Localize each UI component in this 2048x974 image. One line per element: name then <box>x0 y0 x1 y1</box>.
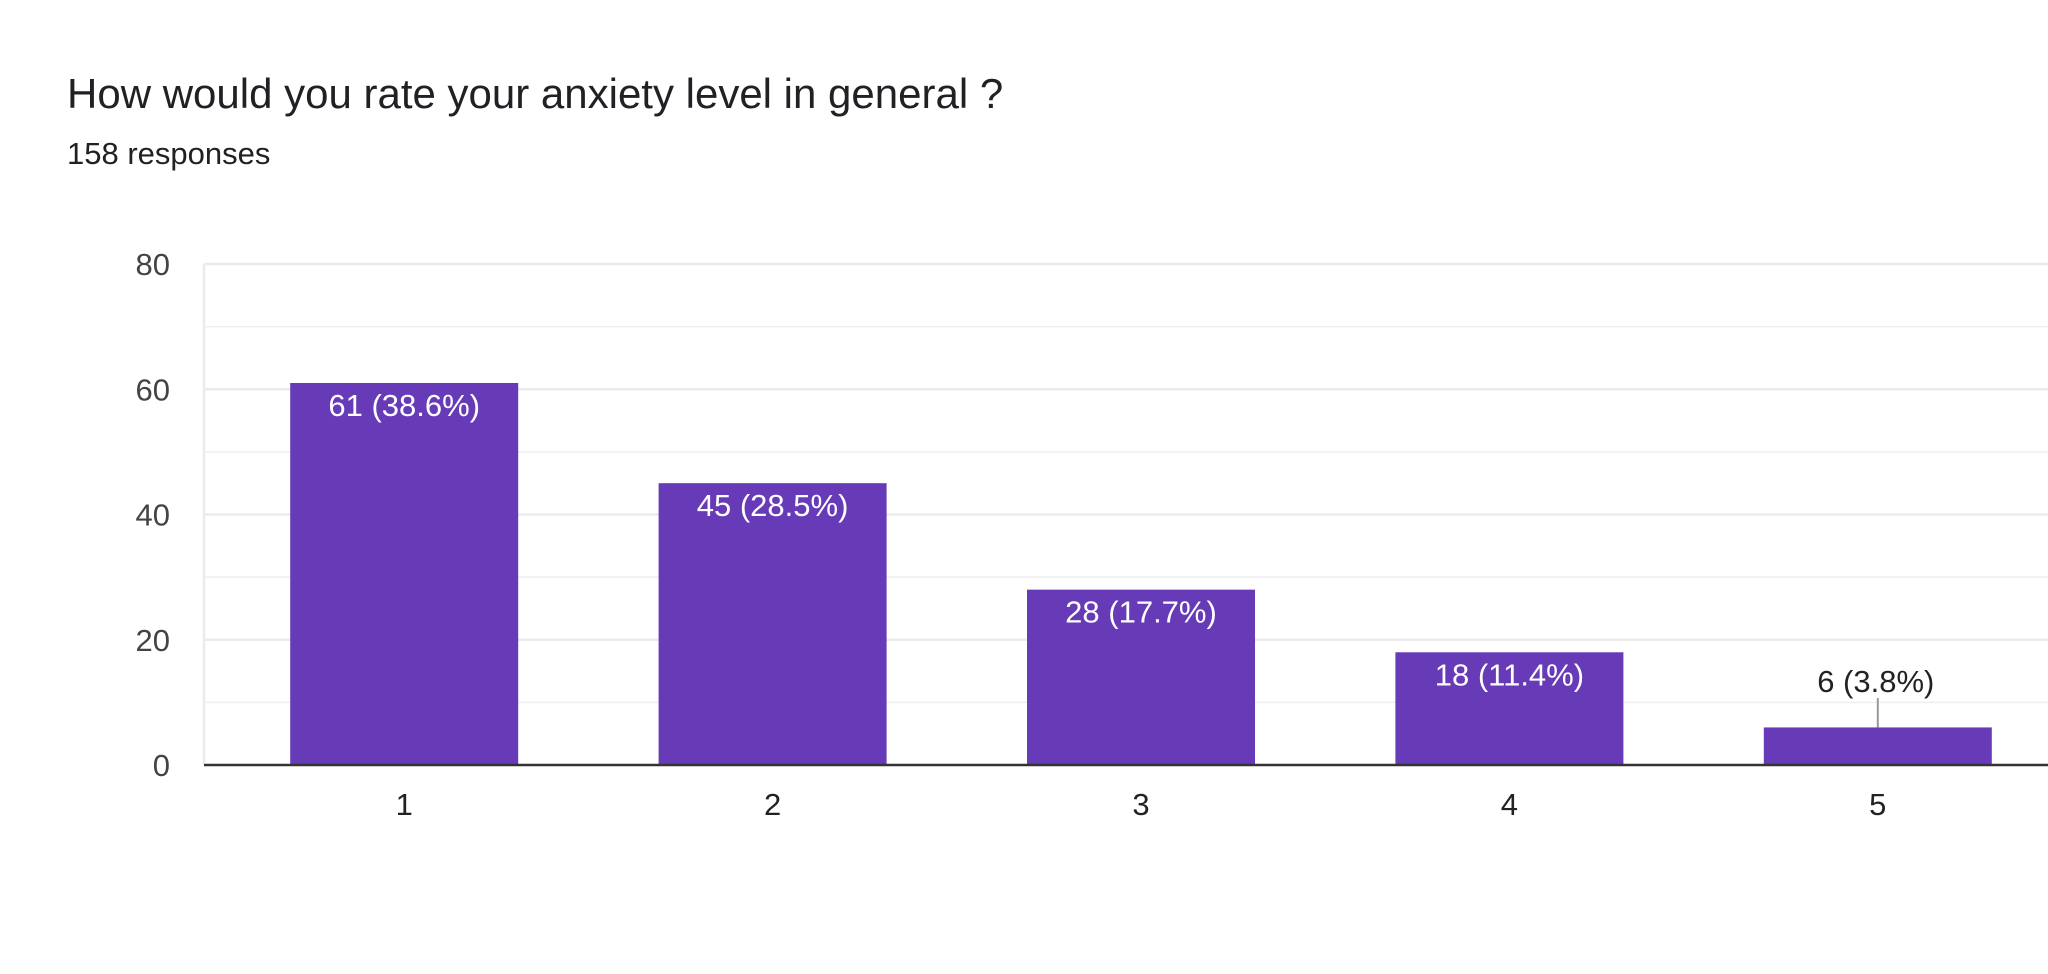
y-tick-label: 40 <box>136 498 170 533</box>
y-tick-label: 80 <box>136 247 170 282</box>
bar-data-label: 61 (38.6%) <box>328 388 480 423</box>
bar-data-label: 28 (17.7%) <box>1065 595 1217 630</box>
x-category-label: 1 <box>396 787 413 822</box>
bar-2 <box>658 483 887 765</box>
y-axis-ticks: 0 20 40 60 80 <box>136 247 170 783</box>
bar-1 <box>290 382 519 765</box>
bar-data-label: 6 (3.8%) <box>1817 664 1934 699</box>
response-count: 158 responses <box>67 136 271 171</box>
y-tick-label: 0 <box>153 748 170 783</box>
x-category-label: 3 <box>1132 787 1149 822</box>
question-title: How would you rate your anxiety level in… <box>67 70 1004 117</box>
y-tick-label: 20 <box>136 623 170 658</box>
x-category-label: 4 <box>1501 787 1518 822</box>
bar-3 <box>1027 589 1255 765</box>
x-category-label: 5 <box>1869 787 1886 822</box>
bars: 61 (38.6%) 45 (28.5%) 28 (17.7%) 18 (11.4%)… <box>290 382 1992 765</box>
y-tick-label: 60 <box>136 372 170 407</box>
x-category-label: 2 <box>764 787 781 822</box>
bar-data-label: 45 (28.5%) <box>697 488 849 523</box>
bar-5 <box>1763 727 1992 765</box>
bar-4 <box>1395 652 1624 765</box>
bar-data-label: 18 (11.4%) <box>1435 657 1584 692</box>
x-axis-labels: 1 2 3 4 5 <box>396 787 1887 822</box>
